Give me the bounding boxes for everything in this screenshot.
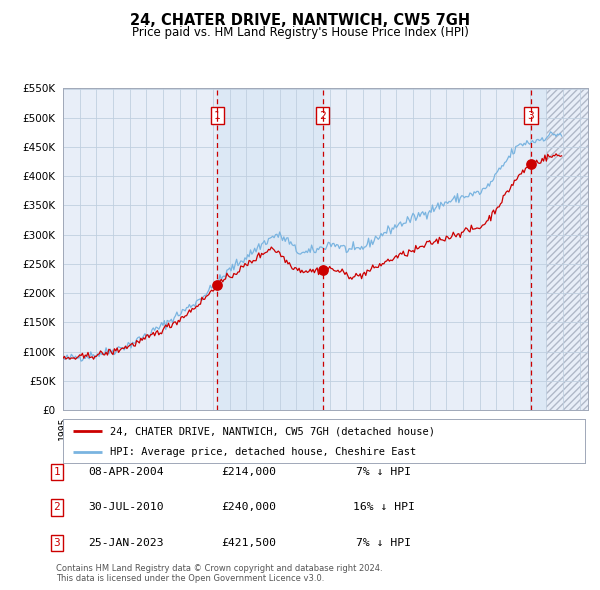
Text: 24, CHATER DRIVE, NANTWICH, CW5 7GH (detached house): 24, CHATER DRIVE, NANTWICH, CW5 7GH (det… <box>110 427 435 436</box>
Text: 1: 1 <box>53 467 61 477</box>
Text: £214,000: £214,000 <box>221 467 277 477</box>
Point <box>318 265 328 274</box>
Bar <box>547 88 588 410</box>
Text: HPI: Average price, detached house, Cheshire East: HPI: Average price, detached house, Ches… <box>110 447 416 457</box>
Text: £421,500: £421,500 <box>221 538 277 548</box>
Text: 7% ↓ HPI: 7% ↓ HPI <box>356 467 412 477</box>
Text: 25-JAN-2023: 25-JAN-2023 <box>88 538 164 548</box>
Text: 3: 3 <box>53 538 61 548</box>
Text: Price paid vs. HM Land Registry's House Price Index (HPI): Price paid vs. HM Land Registry's House … <box>131 26 469 39</box>
Text: 30-JUL-2010: 30-JUL-2010 <box>88 503 164 512</box>
Text: 2: 2 <box>53 503 61 512</box>
Text: £240,000: £240,000 <box>221 503 277 512</box>
Bar <box>217 88 323 410</box>
Point <box>212 280 222 290</box>
Text: 1: 1 <box>214 111 221 121</box>
Text: 08-APR-2004: 08-APR-2004 <box>88 467 164 477</box>
Text: 3: 3 <box>527 111 534 121</box>
Point <box>526 159 536 168</box>
Text: Contains HM Land Registry data © Crown copyright and database right 2024.
This d: Contains HM Land Registry data © Crown c… <box>56 563 382 583</box>
Text: 24, CHATER DRIVE, NANTWICH, CW5 7GH: 24, CHATER DRIVE, NANTWICH, CW5 7GH <box>130 13 470 28</box>
Text: 2: 2 <box>319 111 326 121</box>
Bar <box>531 88 547 410</box>
Text: 7% ↓ HPI: 7% ↓ HPI <box>356 538 412 548</box>
Text: 16% ↓ HPI: 16% ↓ HPI <box>353 503 415 512</box>
